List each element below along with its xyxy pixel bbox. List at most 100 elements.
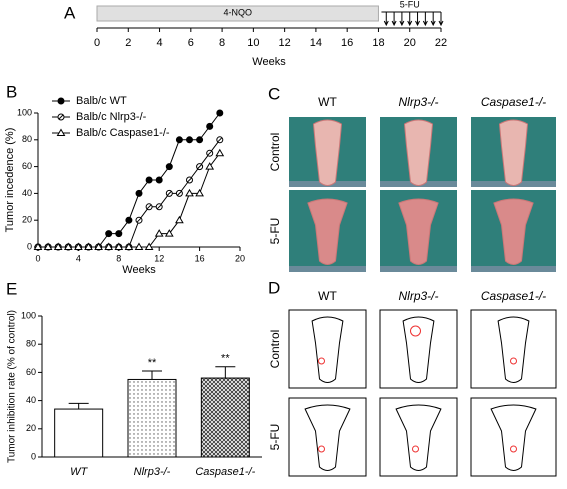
ruler: [471, 266, 556, 272]
marker: [63, 242, 73, 250]
significance-label: **: [148, 357, 157, 369]
arrow: [415, 12, 420, 27]
marker: [216, 109, 224, 117]
bar: [127, 378, 177, 458]
tumor-outline: [510, 445, 517, 453]
marker: [154, 229, 164, 237]
y-tick-label: 0: [27, 241, 32, 251]
marker: [175, 215, 184, 224]
x-axis-label: Weeks: [122, 264, 156, 276]
ruler: [289, 266, 366, 272]
marker: [84, 242, 93, 250]
marker: [155, 176, 163, 184]
y-tick-label: 100: [21, 310, 36, 320]
marker: [164, 229, 174, 237]
tumor-outline: [410, 325, 421, 337]
tracing-box: [288, 309, 367, 389]
column-label: Nlrp3-/-: [398, 289, 438, 303]
marker: [165, 163, 173, 171]
tissue-outline: [311, 316, 344, 383]
x-tick-label: 8: [219, 37, 225, 49]
x-tick-label: 18: [372, 37, 384, 49]
arrow: [407, 12, 413, 27]
marker: [53, 242, 63, 250]
arrow: [383, 12, 389, 27]
x-tick-label: 20: [235, 253, 245, 263]
bar: [54, 408, 104, 458]
row-label: Control: [268, 330, 282, 369]
marker: [135, 189, 143, 197]
x-tick-label: 0: [35, 253, 40, 263]
x-tick-label: 0: [94, 37, 100, 49]
y-tick-label: 80: [26, 339, 36, 349]
tracing-box: [470, 397, 557, 477]
axes: [41, 316, 262, 458]
ruler: [380, 266, 457, 272]
y-tick-label: 60: [26, 367, 36, 377]
tumor-outline: [412, 445, 419, 453]
panel-label: C: [268, 84, 280, 103]
panel-label: D: [268, 278, 280, 297]
marker: [175, 136, 183, 144]
significance-label: **: [221, 353, 230, 365]
marker: [125, 216, 133, 224]
x-tick-label: 6: [188, 37, 194, 49]
x-tick-label: 16: [341, 37, 353, 49]
tissue-outline: [402, 316, 435, 383]
legend-marker: [57, 97, 65, 105]
column-label: WT: [318, 95, 337, 109]
y-axis-label: Tumor incedence (%): [4, 128, 16, 233]
y-tick-label: 40: [26, 395, 36, 405]
y-tick-label: 80: [22, 134, 32, 144]
arrow: [422, 12, 428, 27]
marker: [104, 242, 114, 250]
row-label: 5-FU: [268, 218, 282, 245]
x-tick-label: 14: [310, 37, 322, 49]
column-label: WT: [318, 289, 337, 303]
x-tick-label: 4: [76, 253, 81, 263]
series-line: [38, 152, 221, 248]
period-label: 5-FU: [400, 0, 420, 9]
tissue-outline: [497, 316, 530, 383]
tissue: [403, 119, 434, 186]
marker-slash: [197, 164, 202, 169]
arrow: [399, 12, 405, 27]
x-axis-label: Weeks: [252, 56, 286, 68]
marker: [43, 242, 53, 250]
y-axis-label: Tumor inhibition rate (% of control): [7, 310, 18, 463]
marker: [33, 242, 43, 250]
marker-slash: [146, 204, 152, 210]
period-label: 4-NQO: [223, 7, 252, 17]
x-tick-label: 10: [247, 37, 259, 49]
legend-label: Balb/c WT: [76, 95, 127, 107]
row-label: 5-FU: [268, 424, 282, 451]
marker: [134, 242, 144, 250]
panel-label: B: [6, 82, 17, 101]
marker: [215, 148, 225, 157]
marker-slash: [166, 191, 172, 196]
x-tick-label: 2: [125, 37, 131, 49]
marker: [94, 242, 103, 250]
tissue: [498, 119, 529, 186]
marker-slash: [177, 191, 182, 196]
marker: [205, 162, 215, 170]
column-label: Nlrp3-/-: [398, 95, 438, 109]
arrow: [430, 12, 436, 27]
tracing-box: [379, 309, 458, 389]
x-tick-label: 20: [404, 37, 416, 49]
tissue-outline: [395, 404, 442, 471]
marker-slash: [136, 217, 142, 223]
y-tick-label: 20: [22, 215, 32, 225]
y-tick-label: 100: [17, 107, 32, 117]
marker-slash: [207, 150, 213, 156]
panel-label: A: [64, 3, 76, 22]
tissue: [493, 198, 534, 265]
bar: [200, 377, 250, 458]
tumor-outline: [318, 445, 325, 453]
arrow: [438, 12, 444, 27]
marker: [196, 136, 204, 144]
y-tick-label: 0: [31, 451, 36, 461]
marker: [124, 242, 134, 250]
row-label: Control: [268, 133, 282, 172]
tumor-outline: [318, 357, 325, 365]
